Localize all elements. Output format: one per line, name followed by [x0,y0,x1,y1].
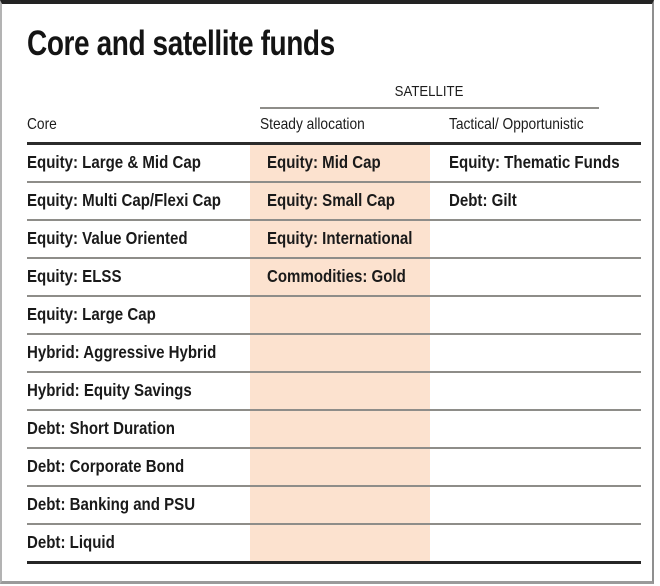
tactical-cell-text: Equity: Thematic Funds [449,152,620,173]
steady-cell [250,410,430,447]
steady-cell: Equity: International [250,220,430,257]
column-header-core: Core [27,109,250,142]
steady-cell: Commodities: Gold [250,258,430,295]
core-cell: Equity: Multi Cap/Flexi Cap [27,183,250,219]
steady-cell [250,372,430,409]
tactical-cell [430,259,641,295]
core-cell-text: Equity: Large & Mid Cap [27,152,201,173]
core-cell: Equity: Value Oriented [27,221,250,257]
column-header-tactical: Tactical/ Opportunistic [430,109,641,142]
column-header-tactical-text: Tactical/ Opportunistic [449,116,584,134]
core-cell-text: Debt: Liquid [27,532,115,553]
core-cell: Debt: Corporate Bond [27,449,250,485]
funds-table: Core Steady allocation Tactical/ Opportu… [27,109,641,564]
column-header-steady-text: Steady allocation [260,116,365,134]
steady-cell [250,524,430,561]
steady-cell [250,296,430,333]
tactical-cell [430,449,641,485]
table-row: Debt: Short Duration [27,410,641,449]
steady-cell-text: Equity: Small Cap [267,190,395,211]
core-cell-text: Equity: ELSS [27,266,122,287]
core-cell-text: Hybrid: Equity Savings [27,380,192,401]
core-cell-text: Debt: Banking and PSU [27,494,196,515]
steady-cell [250,448,430,485]
page-title-text: Core and satellite funds [27,24,335,63]
table-row: Debt: Liquid [27,524,641,564]
tactical-cell [430,221,641,257]
table-row: Equity: Large & Mid Cap Equity: Mid Cap … [27,144,641,183]
tactical-cell: Debt: Gilt [430,183,641,219]
core-cell-text: Equity: Large Cap [27,304,156,325]
steady-cell [250,334,430,371]
table-row: Hybrid: Equity Savings [27,372,641,411]
steady-cell-text: Equity: International [267,228,413,249]
satellite-group-label: SATELLITE [395,82,464,100]
tactical-cell: Equity: Thematic Funds [430,145,641,181]
core-cell: Equity: ELSS [27,259,250,295]
core-cell: Debt: Short Duration [27,411,250,447]
tactical-cell [430,411,641,447]
core-cell: Debt: Liquid [27,525,250,561]
column-header-core-text: Core [27,116,57,134]
tactical-cell-text: Debt: Gilt [449,190,517,211]
core-cell: Debt: Banking and PSU [27,487,250,523]
core-cell-text: Debt: Corporate Bond [27,456,185,477]
steady-cell: Equity: Small Cap [250,182,430,219]
steady-cell-text: Equity: Mid Cap [267,152,381,173]
table-row: Equity: Large Cap [27,296,641,335]
satellite-group-header: SATELLITE [260,83,599,109]
core-cell: Hybrid: Equity Savings [27,373,250,409]
tactical-cell [430,335,641,371]
table-header-row: Core Steady allocation Tactical/ Opportu… [27,109,641,145]
core-cell-text: Equity: Value Oriented [27,228,188,249]
core-cell: Equity: Large Cap [27,297,250,333]
table-row: Equity: Value Oriented Equity: Internati… [27,220,641,259]
column-header-steady: Steady allocation [250,109,430,142]
core-cell: Equity: Large & Mid Cap [27,145,250,181]
tactical-cell [430,297,641,333]
table-row: Debt: Corporate Bond [27,448,641,487]
tactical-cell [430,525,641,561]
core-cell-text: Equity: Multi Cap/Flexi Cap [27,190,221,211]
core-cell-text: Debt: Short Duration [27,418,175,439]
table-row: Equity: Multi Cap/Flexi Cap Equity: Smal… [27,182,641,221]
steady-cell-text: Commodities: Gold [267,266,406,287]
table-row: Equity: ELSS Commodities: Gold [27,258,641,297]
core-cell: Hybrid: Aggressive Hybrid [27,335,250,371]
table-row: Debt: Banking and PSU [27,486,641,525]
core-cell-text: Hybrid: Aggressive Hybrid [27,342,217,363]
tactical-cell [430,487,641,523]
steady-cell [250,486,430,523]
tactical-cell [430,373,641,409]
page-title: Core and satellite funds [27,24,652,63]
table-row: Hybrid: Aggressive Hybrid [27,334,641,373]
steady-cell: Equity: Mid Cap [250,144,430,181]
